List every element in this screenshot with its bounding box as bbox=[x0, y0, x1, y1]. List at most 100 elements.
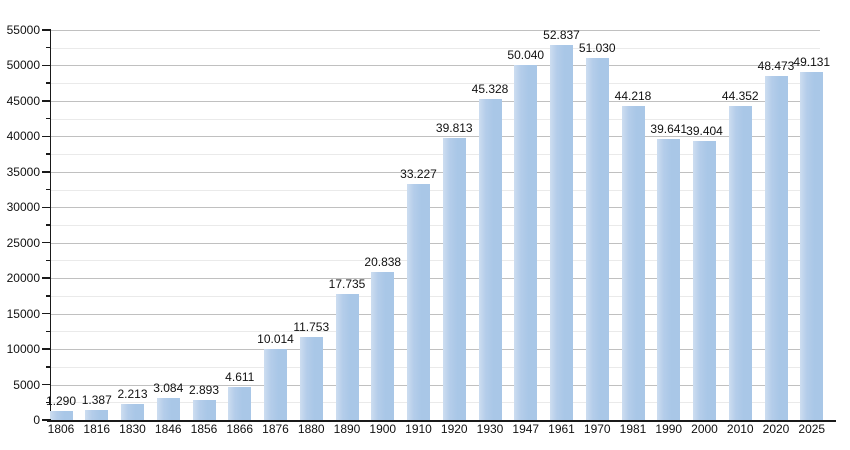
gridline-major bbox=[51, 242, 820, 244]
bar-value-label: 33.227 bbox=[400, 167, 437, 182]
bar-value-label: 48.473 bbox=[757, 59, 795, 74]
y-axis-major-tick bbox=[42, 206, 51, 209]
y-axis-minor-tick bbox=[46, 82, 51, 84]
bar-value-label: 2.213 bbox=[117, 387, 148, 402]
x-axis-tick-label: 1981 bbox=[619, 422, 647, 436]
bar-1920 bbox=[442, 137, 466, 420]
y-axis-major-tick bbox=[42, 419, 51, 421]
bar-1816 bbox=[85, 410, 109, 420]
gridline-major bbox=[51, 30, 820, 31]
bar-1880 bbox=[299, 336, 323, 420]
bar-value-label: 50.040 bbox=[507, 48, 545, 63]
bar-value-label: 11.753 bbox=[293, 319, 330, 334]
gridline-major bbox=[51, 136, 820, 138]
gridline-minor bbox=[51, 225, 820, 226]
bar-value-label: 1.290 bbox=[45, 393, 77, 408]
y-axis-tick-label: 55000 bbox=[6, 23, 40, 37]
y-axis-tick-label: 15000 bbox=[6, 306, 40, 321]
bar-1830 bbox=[121, 404, 144, 420]
y-axis-tick-label: 30000 bbox=[6, 200, 40, 215]
bar-value-label: 39.641 bbox=[650, 121, 688, 136]
gridline-major bbox=[51, 207, 820, 209]
x-axis-tick-label: 2010 bbox=[726, 422, 754, 436]
plot-area: 1.290 1.387 2.213 3.084 2.893 4.611 10.014 11.7… bbox=[46, 28, 836, 422]
y-axis-major-tick bbox=[42, 312, 51, 315]
y-axis-minor-tick bbox=[46, 401, 51, 404]
y-axis-minor-tick bbox=[46, 188, 51, 191]
gridline-minor bbox=[51, 47, 820, 49]
gridline-minor bbox=[51, 154, 820, 156]
x-axis-tick-label: 1990 bbox=[655, 422, 683, 436]
bar-1961 bbox=[550, 45, 573, 420]
y-axis-tick-label: 5000 bbox=[13, 377, 40, 392]
x-axis-tick-label: 1806 bbox=[47, 422, 75, 436]
x-axis-tick-label: 2025 bbox=[798, 422, 826, 436]
y-axis-tick-label: 20000 bbox=[6, 271, 40, 286]
gridline-major bbox=[51, 100, 820, 102]
gridline-major bbox=[51, 384, 820, 386]
gridline-minor bbox=[51, 260, 820, 262]
bar-value-label: 39.813 bbox=[435, 120, 473, 135]
gridline-major bbox=[51, 171, 820, 173]
gridline-minor bbox=[51, 295, 820, 297]
bar-2010 bbox=[728, 105, 752, 420]
y-axis-tick-label: 25000 bbox=[6, 235, 40, 250]
gridline-minor bbox=[51, 331, 820, 333]
bar-1910 bbox=[407, 184, 430, 420]
gridline-major bbox=[51, 65, 820, 67]
gridline-major bbox=[51, 278, 820, 280]
x-axis-tick-label: 1880 bbox=[297, 422, 325, 436]
gridline-minor bbox=[51, 366, 820, 368]
x-axis-tick-label: 1920 bbox=[440, 422, 468, 436]
y-axis-major-tick bbox=[42, 100, 51, 102]
y-axis-major-tick bbox=[42, 348, 51, 350]
y-axis-tick-label: 40000 bbox=[6, 129, 40, 144]
y-axis-tick-label: 10000 bbox=[6, 342, 40, 357]
y-axis-tick-label: 45000 bbox=[6, 93, 40, 108]
y-axis-major-tick bbox=[42, 64, 51, 67]
bar-1856 bbox=[192, 399, 216, 420]
bar-1890 bbox=[335, 294, 359, 420]
x-axis-tick-label: 1947 bbox=[512, 422, 540, 436]
bar-2020 bbox=[764, 76, 788, 420]
bar-value-label: 17.735 bbox=[328, 277, 366, 292]
x-axis-tick-label: 2020 bbox=[762, 422, 790, 436]
y-axis-major-tick bbox=[42, 383, 51, 386]
bar-value-label: 10.014 bbox=[257, 332, 294, 346]
y-axis-minor-tick bbox=[46, 117, 51, 120]
bar-1866 bbox=[228, 387, 252, 420]
x-axis-line bbox=[47, 419, 836, 422]
bar-value-label: 49.131 bbox=[793, 54, 831, 69]
x-axis-tick-label: 1890 bbox=[333, 422, 361, 436]
x-axis-tick-label: 1866 bbox=[226, 422, 254, 436]
gridline-minor bbox=[51, 402, 820, 404]
y-axis-minor-tick bbox=[46, 330, 51, 333]
bar-value-label: 44.352 bbox=[721, 88, 759, 103]
x-axis-tick-label: 1961 bbox=[548, 422, 575, 436]
y-axis-major-tick bbox=[42, 29, 51, 31]
bar-1930 bbox=[478, 98, 502, 420]
bar-2000 bbox=[693, 140, 716, 420]
x-axis-tick-label: 1856 bbox=[190, 422, 218, 436]
bar-1947 bbox=[514, 65, 538, 420]
bar-value-label: 51.030 bbox=[578, 41, 616, 56]
y-axis-tick-label: 35000 bbox=[6, 164, 40, 179]
bar-1990 bbox=[657, 138, 681, 420]
x-axis-tick-label: 2000 bbox=[691, 422, 718, 436]
x-axis-tick-label: 1876 bbox=[262, 422, 289, 436]
bar-value-label: 52.837 bbox=[543, 28, 580, 43]
bar-1970 bbox=[585, 58, 609, 420]
y-axis-minor-tick bbox=[46, 224, 51, 226]
gridline-major bbox=[51, 313, 820, 315]
x-axis-tick-label: 1816 bbox=[83, 422, 111, 436]
bar-1900 bbox=[371, 272, 395, 420]
x-axis-tick-label: 1846 bbox=[154, 422, 182, 436]
gridline-minor bbox=[51, 189, 820, 191]
x-axis-tick-label: 1970 bbox=[583, 422, 611, 436]
gridline-minor bbox=[51, 118, 820, 120]
gridline-minor bbox=[51, 83, 820, 85]
y-axis-major-tick bbox=[42, 277, 51, 279]
y-axis-tick-label: 0 bbox=[33, 413, 40, 427]
bar-value-label: 2.893 bbox=[188, 382, 220, 397]
